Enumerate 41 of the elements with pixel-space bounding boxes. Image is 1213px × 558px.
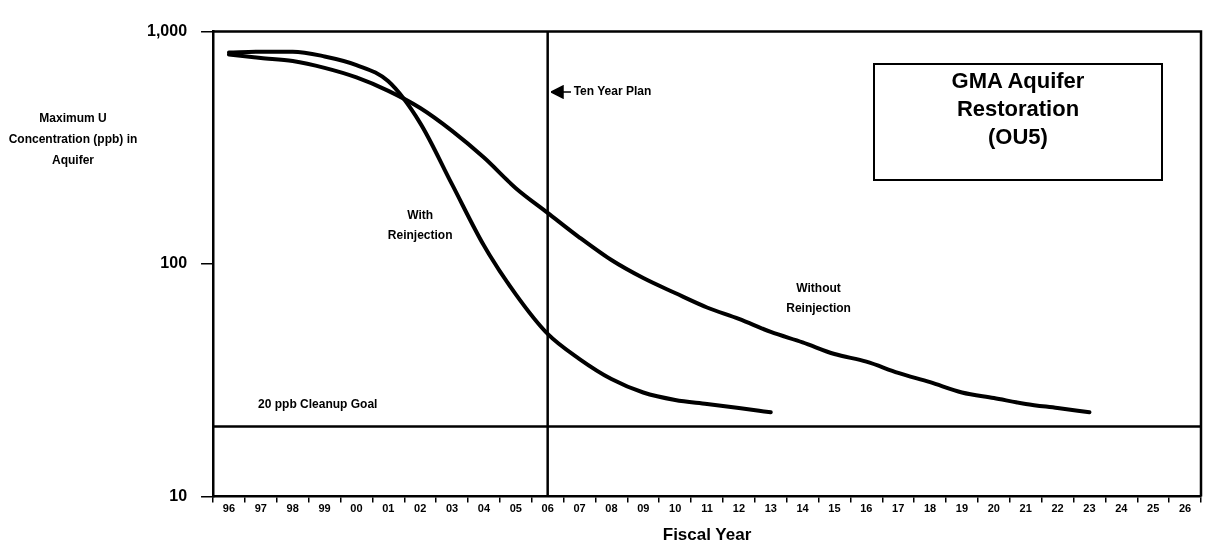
x-tick-label: 01 [382,502,395,515]
x-tick-label: 07 [573,502,586,515]
x-tick-label: 13 [764,502,777,515]
x-tick-label: 06 [541,502,554,515]
x-tick-label: 26 [1178,502,1192,515]
series-label: Without Reinjection [786,281,851,316]
text: GMA Aquifer Restoration (OU5) [873,63,1163,181]
x-tick-label: 05 [509,502,522,515]
x-tick-label: 97 [254,502,267,515]
x-tick-label: 00 [350,502,363,515]
x-axis-title: Fiscal Year [662,525,752,545]
x-tick-label: 15 [828,502,841,515]
y-tick-label: 10 [169,486,188,504]
x-tick-label: 98 [286,502,299,515]
x-tick-label: 04 [477,502,491,515]
x-tick-label: 23 [1083,502,1096,515]
y-axis-title: Maximum U Concentration (ppb) in Aquifer [8,110,138,169]
y-tick-label: 1,000 [146,22,188,40]
x-tick-label: 12 [732,502,746,515]
x-tick-label: 25 [1147,502,1160,515]
x-tick-label: 17 [892,502,905,515]
x-tick-label: 24 [1115,502,1129,515]
x-tick-label: 96 [222,502,236,515]
x-tick-label: 03 [445,502,459,515]
x-tick-label: 08 [605,502,618,515]
x-tick-label: 11 [701,502,713,515]
x-tick-label: 20 [987,502,1000,515]
x-tick-label: 10 [669,502,682,515]
ref-line-label: Ten Year Plan [573,83,652,98]
x-tick-label: 18 [923,502,937,515]
series-label: With Reinjection [387,207,453,242]
x-tick-label: 22 [1051,502,1064,515]
x-tick-label: 19 [955,502,969,515]
x-tick-label: 21 [1019,502,1032,515]
x-tick-label: 99 [318,502,331,515]
x-tick-label: 09 [637,502,650,515]
ref-line-label: 20 ppb Cleanup Goal [258,396,378,411]
y-tick-label: 100 [160,254,188,272]
x-tick-label: 02 [414,502,427,515]
x-tick-label: 14 [796,502,810,515]
x-tick-label: 16 [860,502,873,515]
